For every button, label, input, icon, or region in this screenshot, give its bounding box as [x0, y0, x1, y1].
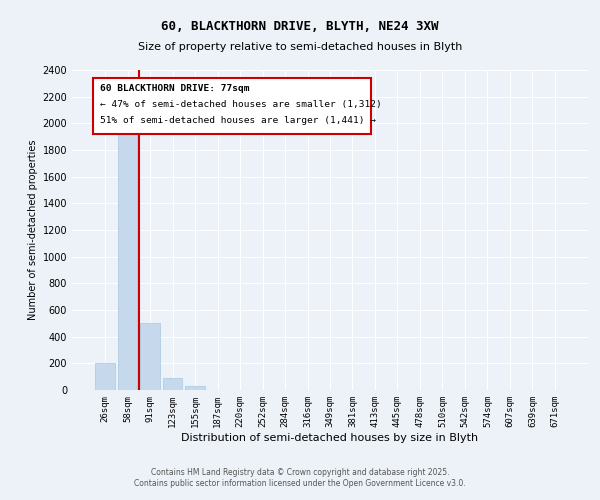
X-axis label: Distribution of semi-detached houses by size in Blyth: Distribution of semi-detached houses by …: [181, 432, 479, 442]
Text: Contains HM Land Registry data © Crown copyright and database right 2025.
Contai: Contains HM Land Registry data © Crown c…: [134, 468, 466, 487]
Bar: [163, 378, 182, 390]
Text: ← 47% of semi-detached houses are smaller (1,312): ← 47% of semi-detached houses are smalle…: [100, 100, 382, 109]
Bar: [95, 364, 115, 390]
Text: 51% of semi-detached houses are larger (1,441) →: 51% of semi-detached houses are larger (…: [100, 116, 376, 125]
Text: 60 BLACKTHORN DRIVE: 77sqm: 60 BLACKTHORN DRIVE: 77sqm: [100, 84, 250, 93]
Bar: [118, 124, 137, 390]
FancyBboxPatch shape: [92, 78, 371, 134]
Text: 60, BLACKTHORN DRIVE, BLYTH, NE24 3XW: 60, BLACKTHORN DRIVE, BLYTH, NE24 3XW: [161, 20, 439, 33]
Y-axis label: Number of semi-detached properties: Number of semi-detached properties: [28, 140, 38, 320]
Bar: [185, 386, 205, 390]
Bar: [140, 324, 160, 390]
Text: Size of property relative to semi-detached houses in Blyth: Size of property relative to semi-detach…: [138, 42, 462, 52]
